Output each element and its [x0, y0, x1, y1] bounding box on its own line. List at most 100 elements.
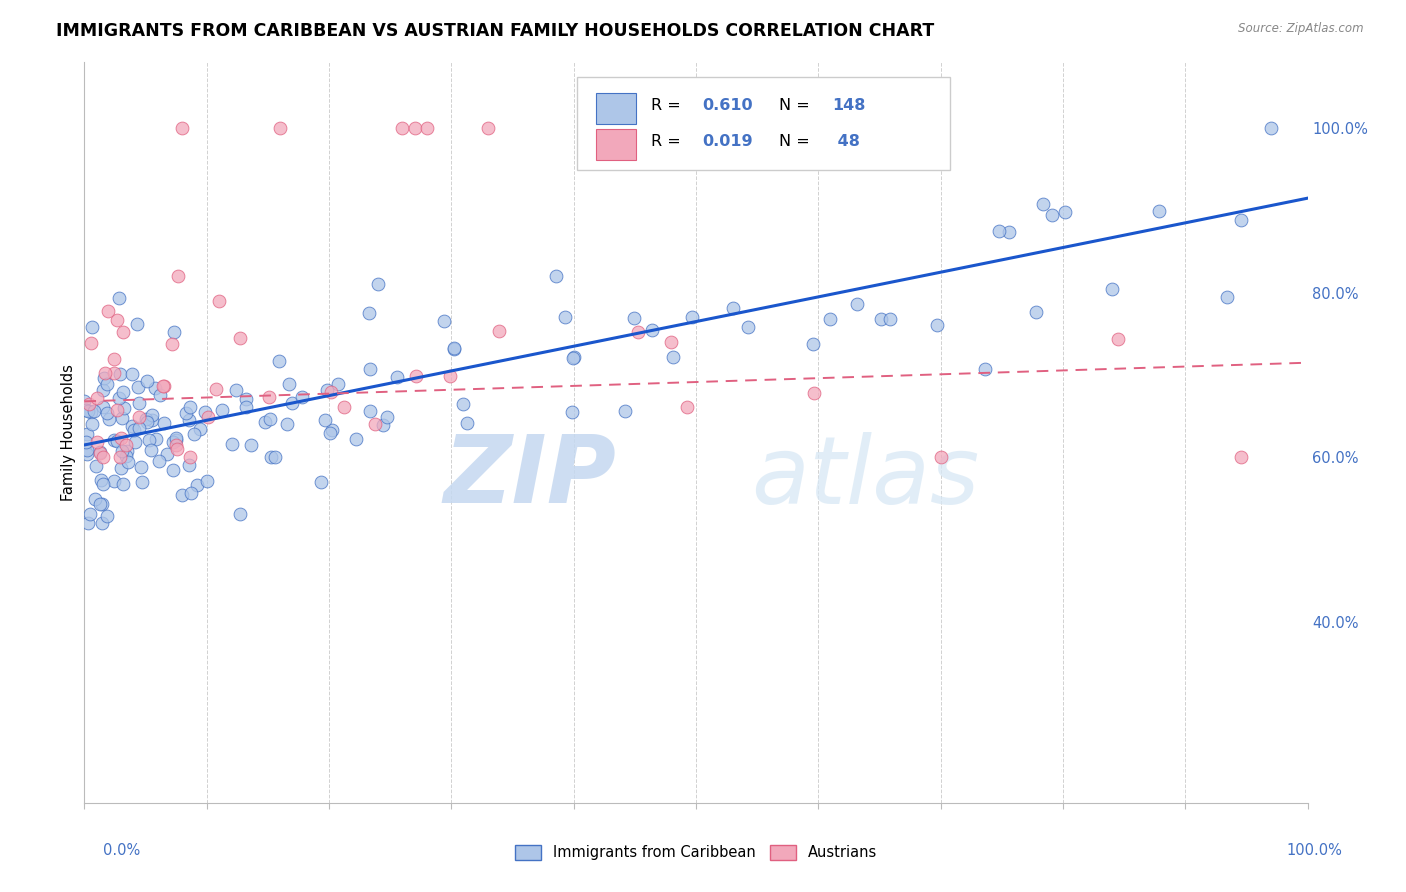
Point	[676, 400, 699, 414]
Point	[277, 376, 299, 391]
Point	[149, 388, 172, 402]
Point	[846, 297, 869, 311]
Point	[107, 434, 129, 449]
Point	[998, 225, 1021, 239]
Point	[554, 310, 576, 325]
Point	[328, 377, 350, 392]
Point	[235, 392, 257, 406]
Point	[477, 121, 499, 136]
Point	[443, 341, 465, 355]
Point	[96, 508, 118, 523]
Point	[79, 507, 101, 521]
Point	[174, 406, 197, 420]
Point	[561, 351, 583, 365]
Point	[103, 351, 125, 366]
Text: 148: 148	[832, 98, 865, 113]
Point	[163, 325, 186, 339]
Point	[229, 331, 252, 345]
Point	[105, 313, 128, 327]
Point	[1147, 204, 1170, 219]
Point	[93, 371, 115, 385]
Point	[77, 396, 100, 410]
Point	[260, 450, 283, 464]
Point	[166, 433, 188, 447]
Point	[207, 293, 229, 308]
Point	[253, 416, 276, 430]
Point	[108, 391, 131, 405]
Point	[269, 121, 291, 136]
Point	[127, 380, 149, 394]
Point	[391, 121, 413, 136]
Point	[73, 442, 96, 456]
Point	[143, 381, 166, 395]
Point	[1260, 121, 1282, 136]
Point	[121, 367, 143, 381]
Text: Source: ZipAtlas.com: Source: ZipAtlas.com	[1239, 22, 1364, 36]
Point	[183, 426, 205, 441]
Point	[229, 507, 252, 521]
Point	[197, 474, 219, 488]
Point	[179, 400, 201, 414]
Point	[405, 368, 427, 383]
Point	[131, 475, 153, 490]
Point	[186, 478, 208, 492]
Point	[112, 401, 135, 415]
Text: IMMIGRANTS FROM CARIBBEAN VS AUSTRIAN FAMILY HOUSEHOLDS CORRELATION CHART: IMMIGRANTS FROM CARIBBEAN VS AUSTRIAN FA…	[56, 22, 935, 40]
Point	[141, 412, 163, 426]
Point	[357, 306, 380, 320]
Text: 48: 48	[832, 134, 859, 149]
Point	[318, 425, 340, 440]
Point	[75, 402, 97, 417]
Point	[737, 320, 759, 334]
Point	[111, 384, 134, 399]
Point	[281, 396, 304, 410]
Point	[73, 394, 96, 409]
Point	[1025, 304, 1047, 318]
Point	[375, 410, 398, 425]
Point	[127, 317, 149, 331]
Point	[385, 370, 408, 384]
Point	[1230, 450, 1253, 465]
Point	[91, 450, 114, 465]
Point	[76, 404, 98, 418]
Point	[416, 121, 439, 136]
Point	[75, 435, 97, 450]
Point	[180, 486, 202, 500]
Point	[108, 291, 131, 305]
Point	[77, 516, 100, 530]
Point	[627, 325, 650, 339]
Point	[111, 411, 134, 425]
Point	[359, 404, 381, 418]
Point	[91, 497, 114, 511]
Point	[91, 383, 114, 397]
Point	[141, 409, 163, 423]
Point	[614, 404, 637, 418]
Point	[103, 366, 125, 380]
Point	[89, 445, 111, 459]
Point	[291, 390, 314, 404]
Point	[91, 476, 114, 491]
FancyBboxPatch shape	[596, 93, 636, 124]
Point	[152, 379, 174, 393]
Text: R =: R =	[651, 134, 681, 149]
Point	[165, 431, 187, 445]
Text: atlas: atlas	[751, 432, 979, 523]
Point	[145, 432, 167, 446]
Point	[93, 366, 115, 380]
Point	[124, 423, 146, 437]
Point	[1107, 332, 1129, 346]
Point	[264, 450, 287, 464]
Point	[136, 415, 159, 429]
Point	[165, 438, 187, 452]
Point	[136, 374, 159, 388]
Point	[103, 474, 125, 488]
Point	[110, 368, 132, 382]
Point	[641, 322, 664, 336]
Point	[453, 397, 475, 411]
Legend: Immigrants from Caribbean, Austrians: Immigrants from Caribbean, Austrians	[509, 838, 883, 866]
Point	[96, 407, 118, 421]
Point	[129, 460, 152, 475]
Point	[86, 435, 108, 450]
Point	[439, 369, 461, 384]
Point	[188, 422, 211, 436]
